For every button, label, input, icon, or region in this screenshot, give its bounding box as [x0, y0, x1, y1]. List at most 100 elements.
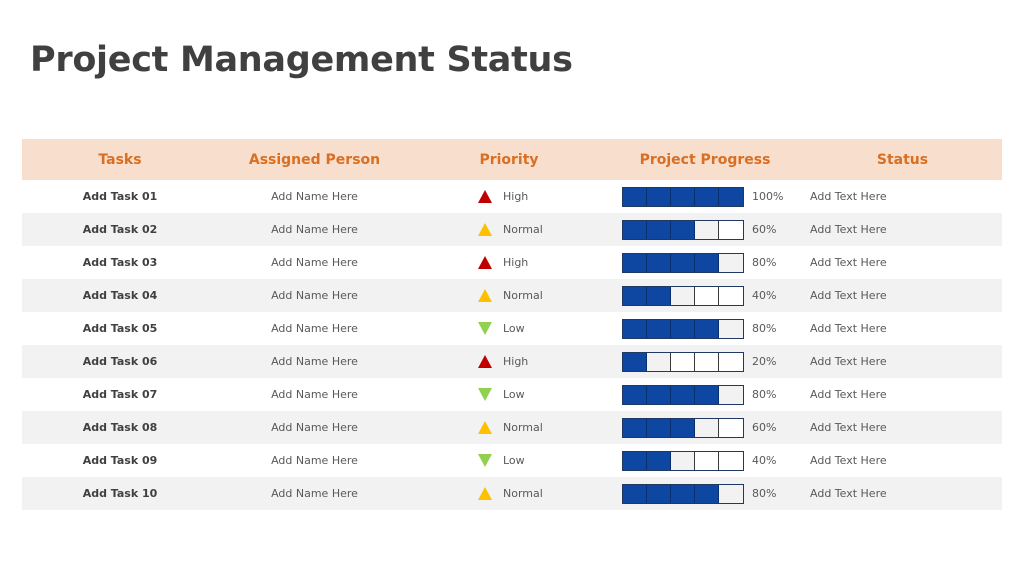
progress-segment — [647, 451, 671, 470]
progress-bar — [622, 285, 744, 306]
progress-cell: 60% — [607, 417, 803, 438]
table-row: Add Task 03 Add Name Here High 80% Add Text … — [22, 246, 1002, 279]
progress-segment — [647, 352, 671, 371]
progress-segment — [623, 187, 647, 206]
progress-cell: 80% — [607, 318, 803, 339]
header-priority: Priority — [479, 151, 539, 168]
progress-segment — [623, 484, 647, 503]
progress-segment — [623, 286, 647, 305]
progress-segment — [623, 253, 647, 272]
progress-segment — [719, 418, 743, 437]
status-cell: Add Text Here — [810, 322, 887, 335]
progress-cell: 80% — [607, 483, 803, 504]
person-cell: Add Name Here — [271, 487, 358, 500]
task-name: Add Task 06 — [82, 355, 158, 368]
table-row: Add Task 07 Add Name Here Low 80% Add Text H… — [22, 378, 1002, 411]
progress-cell: 80% — [607, 252, 803, 273]
table-row: Add Task 05 Add Name Here Low 80% Add Text H… — [22, 312, 1002, 345]
progress-segment — [623, 220, 647, 239]
progress-percent: 40% — [752, 454, 777, 467]
status-cell: Add Text Here — [810, 355, 887, 368]
person-cell: Add Name Here — [271, 256, 358, 269]
progress-segment — [647, 187, 671, 206]
red-up-triangle-icon — [478, 256, 492, 269]
task-cell: Add Task 08 — [22, 421, 218, 434]
priority-cell: High — [411, 355, 607, 368]
green-down-triangle-icon — [478, 322, 492, 335]
status-cell: Add Text Here — [810, 223, 887, 236]
red-up-triangle-icon — [478, 355, 492, 368]
progress-segment — [623, 451, 647, 470]
task-cell: Add Task 10 — [22, 487, 218, 500]
task-cell: Add Task 06 — [22, 355, 218, 368]
progress-segment — [647, 253, 671, 272]
progress-segment — [695, 286, 719, 305]
task-name: Add Task 08 — [82, 421, 158, 434]
table-row: Add Task 06 Add Name Here High 20% Add Text … — [22, 345, 1002, 378]
progress-segment — [695, 220, 719, 239]
progress-percent: 60% — [752, 223, 777, 236]
status-cell: Add Text Here — [810, 454, 887, 467]
progress-segment — [671, 484, 695, 503]
person-cell: Add Name Here — [271, 289, 358, 302]
progress-segment — [623, 352, 647, 371]
person-cell: Add Name Here — [271, 355, 358, 368]
priority-cell: High — [411, 256, 607, 269]
priority-label: Normal — [503, 223, 543, 236]
progress-segment — [671, 220, 695, 239]
progress-percent: 100% — [752, 190, 784, 203]
progress-segment — [695, 418, 719, 437]
progress-cell: 40% — [607, 450, 803, 471]
progress-segment — [695, 385, 719, 404]
person-cell: Add Name Here — [271, 223, 358, 236]
progress-segment — [647, 385, 671, 404]
priority-cell: Normal — [411, 289, 607, 302]
status-cell: Add Text Here — [810, 487, 887, 500]
header-assigned-person: Assigned Person — [248, 151, 381, 168]
yellow-up-triangle-icon — [478, 421, 492, 434]
progress-bar — [622, 186, 744, 207]
progress-segment — [695, 253, 719, 272]
task-cell: Add Task 01 — [22, 190, 218, 203]
person-cell: Add Name Here — [271, 322, 358, 335]
progress-segment — [647, 418, 671, 437]
task-name: Add Task 09 — [82, 454, 158, 467]
status-cell: Add Text Here — [810, 190, 887, 203]
person-cell: Add Name Here — [271, 190, 358, 203]
progress-segment — [719, 286, 743, 305]
person-cell: Add Name Here — [271, 388, 358, 401]
task-cell: Add Task 09 — [22, 454, 218, 467]
priority-label: Low — [503, 388, 525, 401]
progress-segment — [623, 418, 647, 437]
progress-segment — [671, 187, 695, 206]
task-name: Add Task 10 — [82, 487, 158, 500]
progress-segment — [719, 187, 743, 206]
progress-percent: 20% — [752, 355, 777, 368]
progress-percent: 80% — [752, 388, 777, 401]
table-row: Add Task 09 Add Name Here Low 40% Add Text H… — [22, 444, 1002, 477]
progress-segment — [695, 352, 719, 371]
progress-segment — [647, 286, 671, 305]
status-cell: Add Text Here — [810, 289, 887, 302]
progress-cell: 40% — [607, 285, 803, 306]
priority-label: Low — [503, 454, 525, 467]
progress-segment — [671, 385, 695, 404]
priority-label: Normal — [503, 289, 543, 302]
progress-bar — [622, 417, 744, 438]
priority-cell: Normal — [411, 421, 607, 434]
header-status: Status — [876, 151, 929, 168]
progress-segment — [695, 187, 719, 206]
progress-segment — [671, 319, 695, 338]
priority-cell: Normal — [411, 223, 607, 236]
progress-segment — [719, 352, 743, 371]
progress-segment — [647, 220, 671, 239]
progress-percent: 80% — [752, 322, 777, 335]
red-up-triangle-icon — [478, 190, 492, 203]
person-cell: Add Name Here — [271, 454, 358, 467]
progress-cell: 80% — [607, 384, 803, 405]
progress-segment — [695, 451, 719, 470]
progress-percent: 60% — [752, 421, 777, 434]
priority-label: High — [503, 355, 529, 368]
progress-cell: 100% — [607, 186, 803, 207]
progress-bar — [622, 351, 744, 372]
